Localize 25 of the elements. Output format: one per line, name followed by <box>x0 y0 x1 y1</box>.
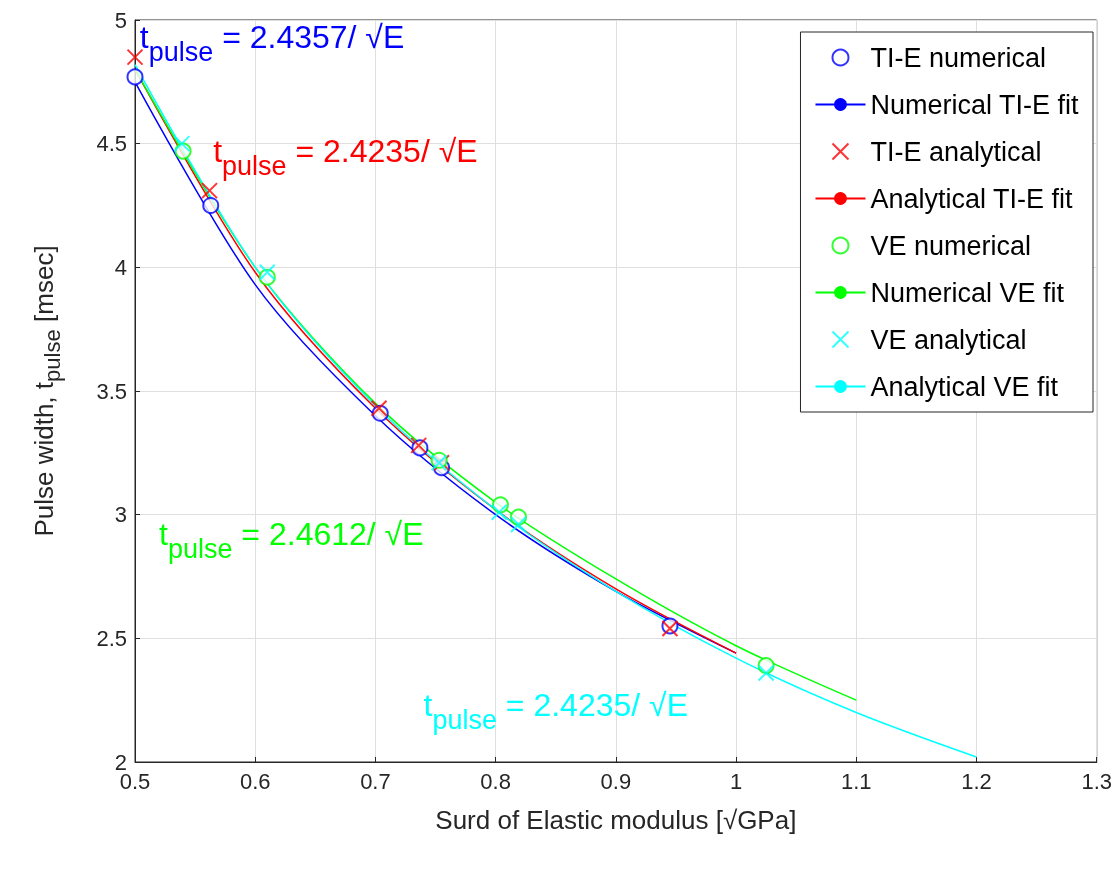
y-tick-label: 3.5 <box>96 378 127 404</box>
x-tick-label: 1.1 <box>840 768 872 794</box>
x-tick-label: 1.2 <box>961 768 992 794</box>
y-axis-title: Pulse width, tpulse [msec] <box>29 245 65 537</box>
y-tick-label: 2.5 <box>96 625 127 651</box>
y-tick-label: 2 <box>114 749 127 775</box>
legend-label: Numerical TI-E fit <box>870 89 1080 120</box>
legend-label: Numerical VE fit <box>870 277 1065 308</box>
x-tick-label: 0.9 <box>600 768 632 794</box>
legend-label: TI-E numerical <box>870 42 1047 73</box>
x-tick-label: 0.7 <box>360 768 391 794</box>
x-axis-title: Surd of Elastic modulus [√GPa] <box>435 805 797 835</box>
y-tick-label: 4 <box>114 254 127 280</box>
legend-label: VE analytical <box>870 324 1027 355</box>
legend-label: VE numerical <box>870 230 1032 261</box>
legend-label: Analytical VE fit <box>870 371 1059 402</box>
x-tick-label: 1.3 <box>1081 768 1113 794</box>
legend-label: Analytical TI-E fit <box>870 183 1074 214</box>
y-tick-label: 3 <box>114 502 127 528</box>
legend-label: TI-E analytical <box>870 136 1042 167</box>
y-tick-label: 4.5 <box>96 131 127 157</box>
x-tick-label: 0.8 <box>480 768 511 794</box>
y-tick-label: 5 <box>114 7 127 33</box>
x-tick-label: 0.6 <box>239 768 271 794</box>
x-tick-label: 1 <box>729 768 743 794</box>
